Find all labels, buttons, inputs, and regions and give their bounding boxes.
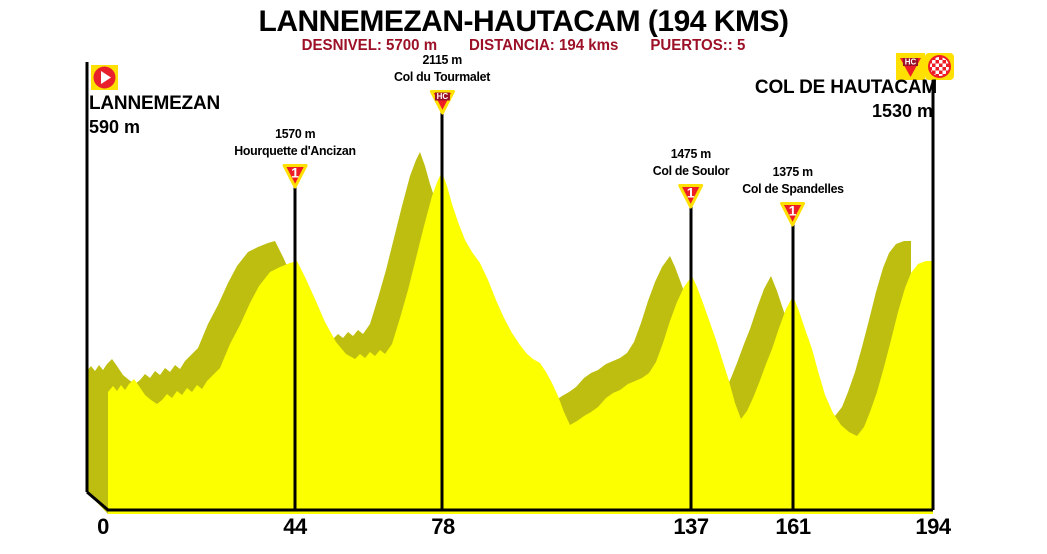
climb-altitude: 2115 m xyxy=(422,52,461,69)
climb-altitude: 1475 m xyxy=(671,146,711,163)
svg-text:1: 1 xyxy=(291,164,299,180)
svg-text:1: 1 xyxy=(789,202,797,218)
x-tick-194: 194 xyxy=(915,514,950,540)
x-tick-44: 44 xyxy=(283,514,306,540)
climb-altitude: 1375 m xyxy=(773,164,813,181)
page-title: LANNEMEZAN-HAUTACAM (194 KMS) xyxy=(0,5,1047,39)
climb-marker-col-de-soulor: 1475 m Col de Soulor 1 xyxy=(651,146,732,210)
category-1-icon: 1 xyxy=(281,162,309,190)
climb-name: Col de Soulor xyxy=(653,163,730,180)
stage-stats: DESNIVEL: 5700 m DISTANCIA: 194 kms PUER… xyxy=(31,37,1015,55)
finish-altitude-label: 1530 m xyxy=(872,101,933,122)
climb-name: Col du Tourmalet xyxy=(394,69,490,86)
climb-name: Hourquette d'Ancizan xyxy=(234,143,355,160)
climb-marker-col-de-spandelles: 1375 m Col de Spandelles 1 xyxy=(740,164,847,228)
finish-checkered-icon xyxy=(925,53,954,80)
finish-hc-icon: HC xyxy=(896,53,925,80)
x-tick-0: 0 xyxy=(97,514,109,540)
start-town-label: LANNEMEZAN xyxy=(89,93,220,115)
svg-text:1: 1 xyxy=(687,184,695,200)
stage-start-icon xyxy=(91,65,118,90)
x-tick-78: 78 xyxy=(431,514,454,540)
stat-puertos: PUERTOS:: 5 xyxy=(650,37,745,55)
climb-marker-col-du-tourmalet: 2115 m Col du Tourmalet HC xyxy=(391,52,492,116)
svg-text:HC: HC xyxy=(905,58,917,67)
climb-marker-hourquette-ancizan: 1570 m Hourquette d'Ancizan 1 xyxy=(231,126,359,190)
start-altitude-label: 590 m xyxy=(89,117,140,138)
finish-town-label: COL DE HAUTACAM xyxy=(755,77,937,99)
x-tick-137: 137 xyxy=(673,514,708,540)
category-1-icon: 1 xyxy=(779,200,807,228)
climb-name: Col de Spandelles xyxy=(742,181,844,198)
x-tick-161: 161 xyxy=(775,514,810,540)
svg-text:HC: HC xyxy=(436,92,448,101)
category-hc-icon: HC xyxy=(428,88,456,116)
stage-profile-chart: LANNEMEZAN-HAUTACAM (194 KMS) DESNIVEL: … xyxy=(0,0,1047,554)
climb-altitude: 1570 m xyxy=(275,126,315,143)
category-1-icon: 1 xyxy=(677,182,705,210)
